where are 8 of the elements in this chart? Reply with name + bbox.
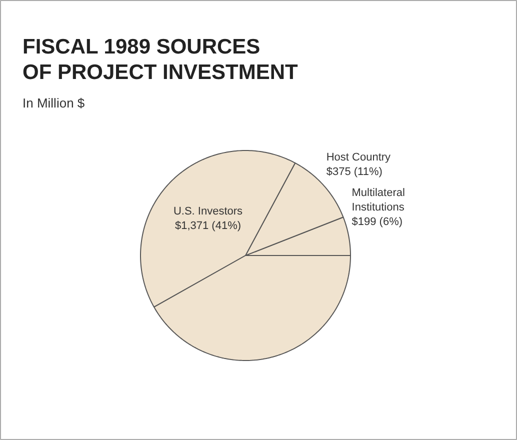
chart-title: FISCAL 1989 SOURCES OF PROJECT INVESTMENT [22,36,298,84]
slice-label: Host Country [326,151,392,164]
data-label: $375 (11%) [326,166,382,178]
data-label: $199 (6%) [352,216,403,228]
data-label: $1,371 (41%) [174,220,242,232]
slice-label: U.S. Investors [173,206,244,218]
chart-subtitle: In Million $ [22,96,86,110]
slice-label: Multilateral Institutions [352,187,405,214]
